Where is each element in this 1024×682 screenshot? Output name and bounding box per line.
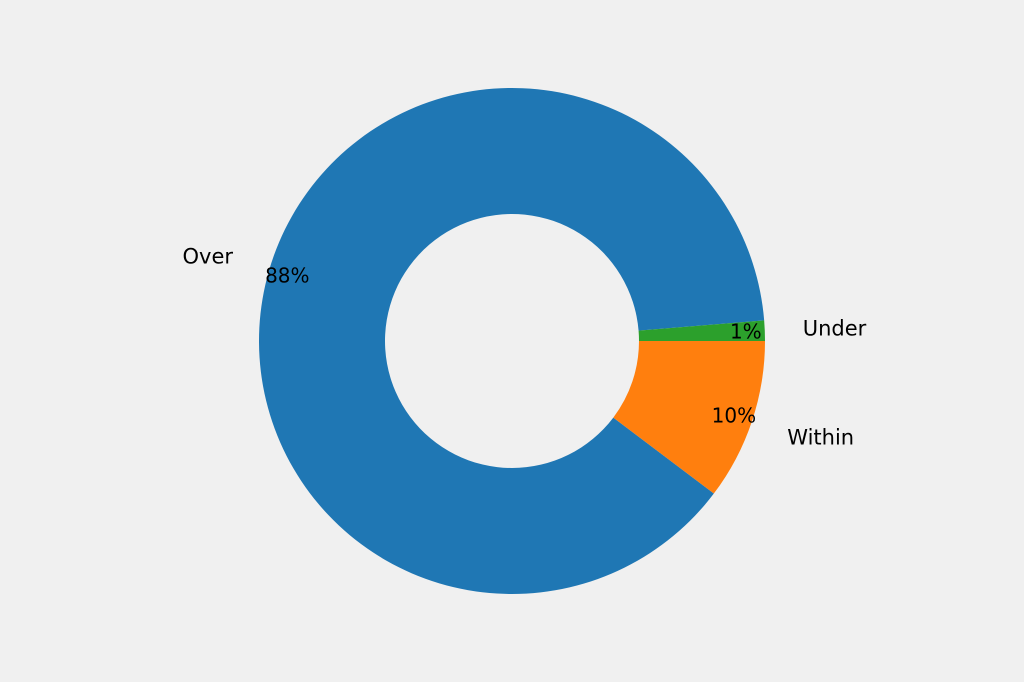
percent-within: 10% xyxy=(712,403,756,427)
label-under: Under xyxy=(803,317,867,341)
slice-within xyxy=(613,341,765,494)
slice-over xyxy=(259,87,765,595)
label-within: Within xyxy=(787,425,854,449)
percent-under: 1% xyxy=(730,319,762,343)
percent-over: 88% xyxy=(265,264,309,288)
label-over: Over xyxy=(183,244,234,268)
slice-under xyxy=(638,320,765,341)
